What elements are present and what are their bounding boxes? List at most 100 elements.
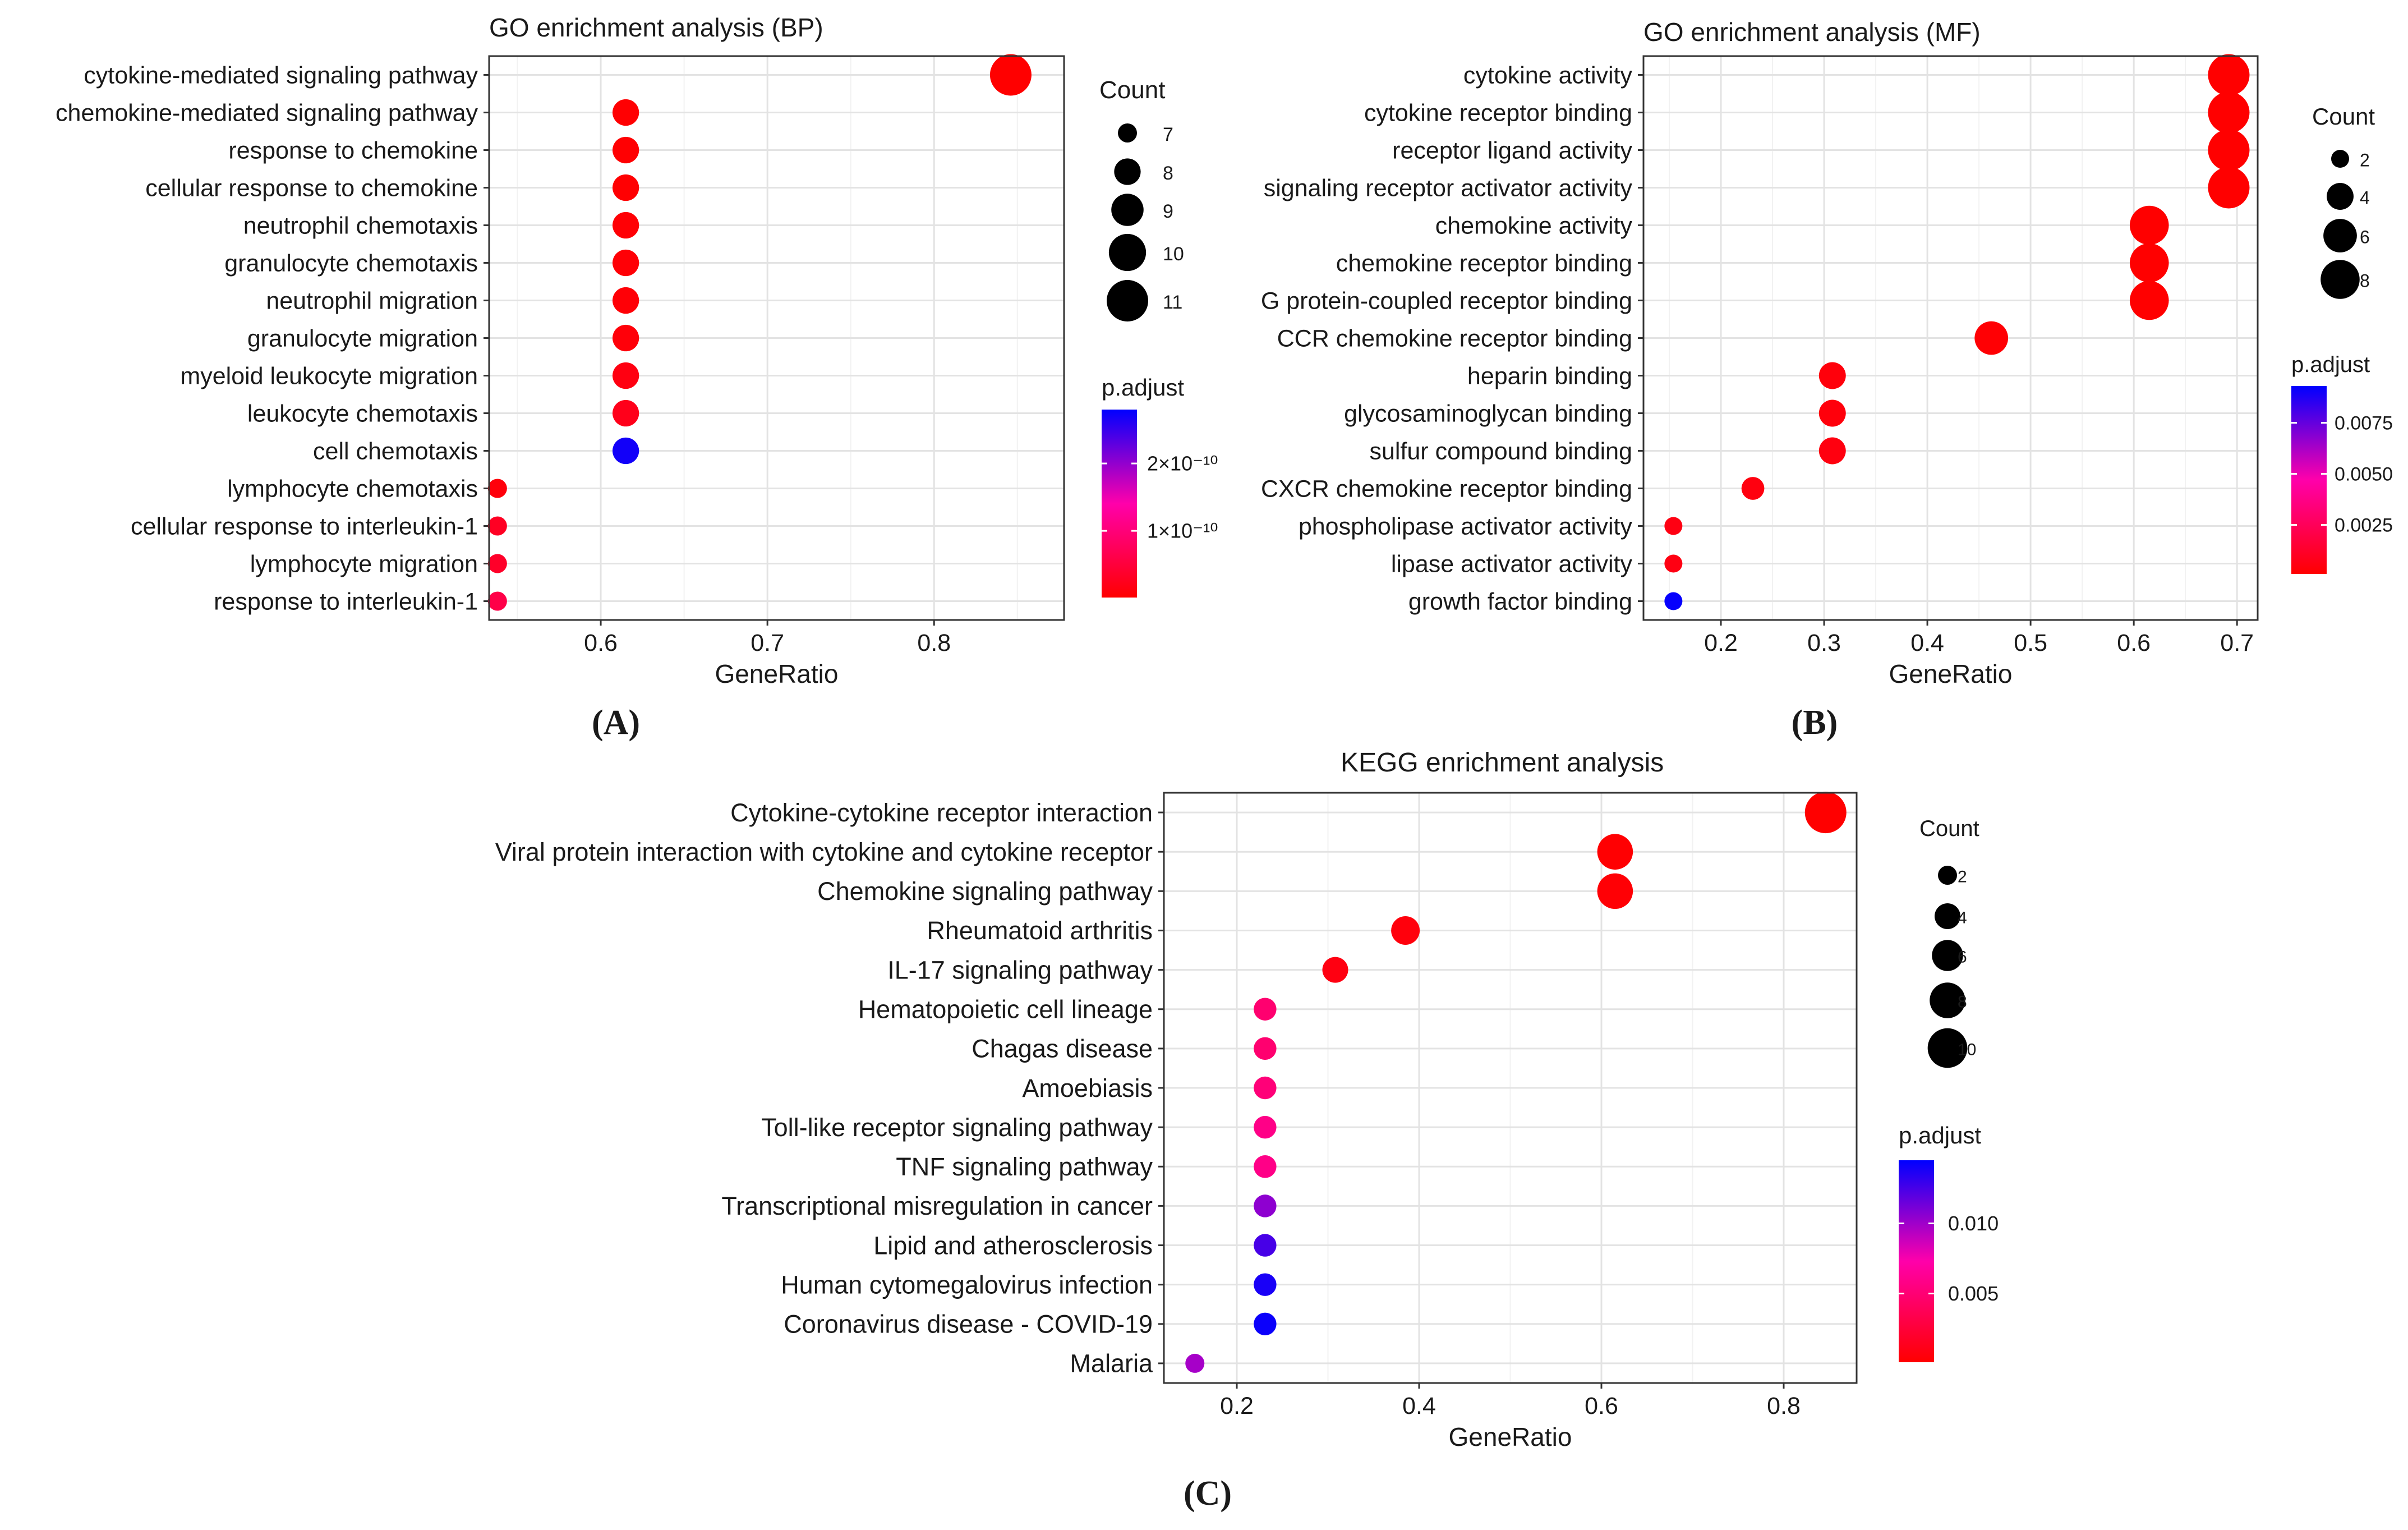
color-legend-title: p.adjust <box>2291 352 2370 377</box>
color-legend-bar <box>2291 386 2327 574</box>
data-point <box>989 54 1032 96</box>
category-label: response to chemokine <box>228 137 478 164</box>
category-label: response to interleukin-1 <box>214 589 478 615</box>
category-label: sulfur compound binding <box>1369 438 1632 465</box>
category-label: heparin binding <box>1467 363 1632 390</box>
size-legend-label: 4 <box>2360 187 2370 208</box>
category-label: Transcriptional misregulation in cancer <box>721 1192 1153 1220</box>
size-legend-dot <box>1111 194 1144 226</box>
x-tick-label: 0.6 <box>584 630 618 656</box>
data-point <box>1818 399 1846 427</box>
x-tick-label: 0.3 <box>1807 630 1841 656</box>
size-legend-dot <box>1107 280 1148 321</box>
color-legend-label: 0.0050 <box>2335 463 2393 485</box>
data-point <box>2129 243 2169 283</box>
data-point <box>1254 1155 1277 1178</box>
category-label: lipase activator activity <box>1391 551 1633 578</box>
size-legend-dot <box>1108 233 1147 272</box>
category-label: cytokine activity <box>1463 62 1633 89</box>
data-point <box>1664 517 1683 535</box>
category-label: signaling receptor activator activity <box>1264 175 1633 202</box>
size-legend-dot <box>1938 866 1957 885</box>
panel-label: (C) <box>1184 1474 1232 1513</box>
data-point <box>1664 592 1683 610</box>
category-label: neutrophil chemotaxis <box>243 213 478 240</box>
x-tick-label: 0.5 <box>2014 630 2047 656</box>
x-tick-label: 0.7 <box>751 630 784 656</box>
category-label: cytokine receptor binding <box>1364 100 1632 127</box>
chart-title: KEGG enrichment analysis <box>1341 748 1664 778</box>
x-tick-label: 0.4 <box>1402 1393 1436 1419</box>
color-legend-bar <box>1102 410 1137 598</box>
x-axis-title: GeneRatio <box>715 659 839 688</box>
category-label: Coronavirus disease - COVID-19 <box>784 1310 1153 1339</box>
x-axis-title: GeneRatio <box>1449 1422 1572 1451</box>
data-point <box>612 437 639 465</box>
data-point <box>1322 957 1348 983</box>
data-point <box>1254 1312 1277 1336</box>
x-tick-label: 0.4 <box>1910 630 1944 656</box>
data-point <box>1818 437 1846 465</box>
category-label: Malaria <box>1070 1349 1153 1378</box>
size-legend-label: 8 <box>1958 993 1967 1012</box>
category-label: CXCR chemokine receptor binding <box>1261 476 1632 503</box>
size-legend-dot <box>2331 150 2349 168</box>
color-legend-label: 0.0075 <box>2335 412 2393 434</box>
data-point <box>1254 998 1277 1021</box>
data-point <box>2208 54 2250 96</box>
size-legend-dot <box>1932 940 1963 971</box>
category-label: granulocyte chemotaxis <box>224 250 478 277</box>
panel-3: KEGG enrichment analysis Cytokine-cytokin… <box>495 748 1999 1513</box>
data-point <box>1254 1234 1277 1257</box>
data-point <box>1741 477 1765 500</box>
category-label: Human cytomegalovirus infection <box>781 1270 1153 1299</box>
category-label: myeloid leukocyte migration <box>180 363 478 390</box>
data-point <box>487 554 507 573</box>
data-point <box>2208 129 2250 171</box>
x-axis-title: GeneRatio <box>1889 659 2013 688</box>
data-point <box>2208 167 2250 209</box>
data-point <box>1254 1273 1277 1296</box>
size-legend-label: 2 <box>1958 868 1967 886</box>
category-label: Hematopoietic cell lineage <box>858 995 1153 1023</box>
x-tick-label: 0.8 <box>917 630 951 656</box>
data-point <box>1185 1353 1205 1373</box>
category-label: phospholipase activator activity <box>1299 513 1633 540</box>
color-legend-label: 0.0025 <box>2335 515 2393 536</box>
x-tick-label: 0.8 <box>1767 1393 1801 1419</box>
category-label: cellular response to chemokine <box>145 175 478 202</box>
data-point <box>612 324 639 352</box>
panel-2: GO enrichment analysis (MF) cytokine acti… <box>1261 17 2393 742</box>
category-label: neutrophil migration <box>266 288 478 315</box>
category-label: glycosaminoglycan binding <box>1344 401 1632 428</box>
data-point <box>1597 873 1633 909</box>
data-point <box>487 479 507 498</box>
data-point <box>612 136 639 164</box>
data-point <box>1254 1076 1277 1100</box>
data-point <box>1664 554 1683 573</box>
data-point <box>612 362 639 389</box>
category-label: Chagas disease <box>972 1035 1153 1063</box>
data-point <box>612 249 639 277</box>
size-legend-dot <box>2323 219 2357 252</box>
size-legend-label: 9 <box>1163 201 1173 222</box>
x-tick-label: 0.2 <box>1704 630 1738 656</box>
data-point <box>1254 1115 1277 1139</box>
category-label: receptor ligand activity <box>1392 137 1632 164</box>
data-point <box>612 99 639 126</box>
plot-border <box>488 55 1065 621</box>
data-point <box>487 591 507 611</box>
color-legend-label: 0.010 <box>1948 1212 1999 1235</box>
category-label: Rheumatoid arthritis <box>927 916 1153 945</box>
panel-label: (A) <box>592 704 640 742</box>
size-legend-label: 8 <box>1163 163 1173 184</box>
x-tick-label: 0.7 <box>2220 630 2254 656</box>
data-point <box>1818 362 1846 389</box>
category-label: G protein-coupled receptor binding <box>1261 288 1632 315</box>
x-tick-label: 0.6 <box>2117 630 2151 656</box>
data-point <box>1254 1037 1277 1060</box>
data-point <box>612 174 639 201</box>
data-point <box>1597 834 1633 870</box>
chart-title: GO enrichment analysis (MF) <box>1643 17 1981 47</box>
size-legend-dot <box>1118 123 1137 143</box>
